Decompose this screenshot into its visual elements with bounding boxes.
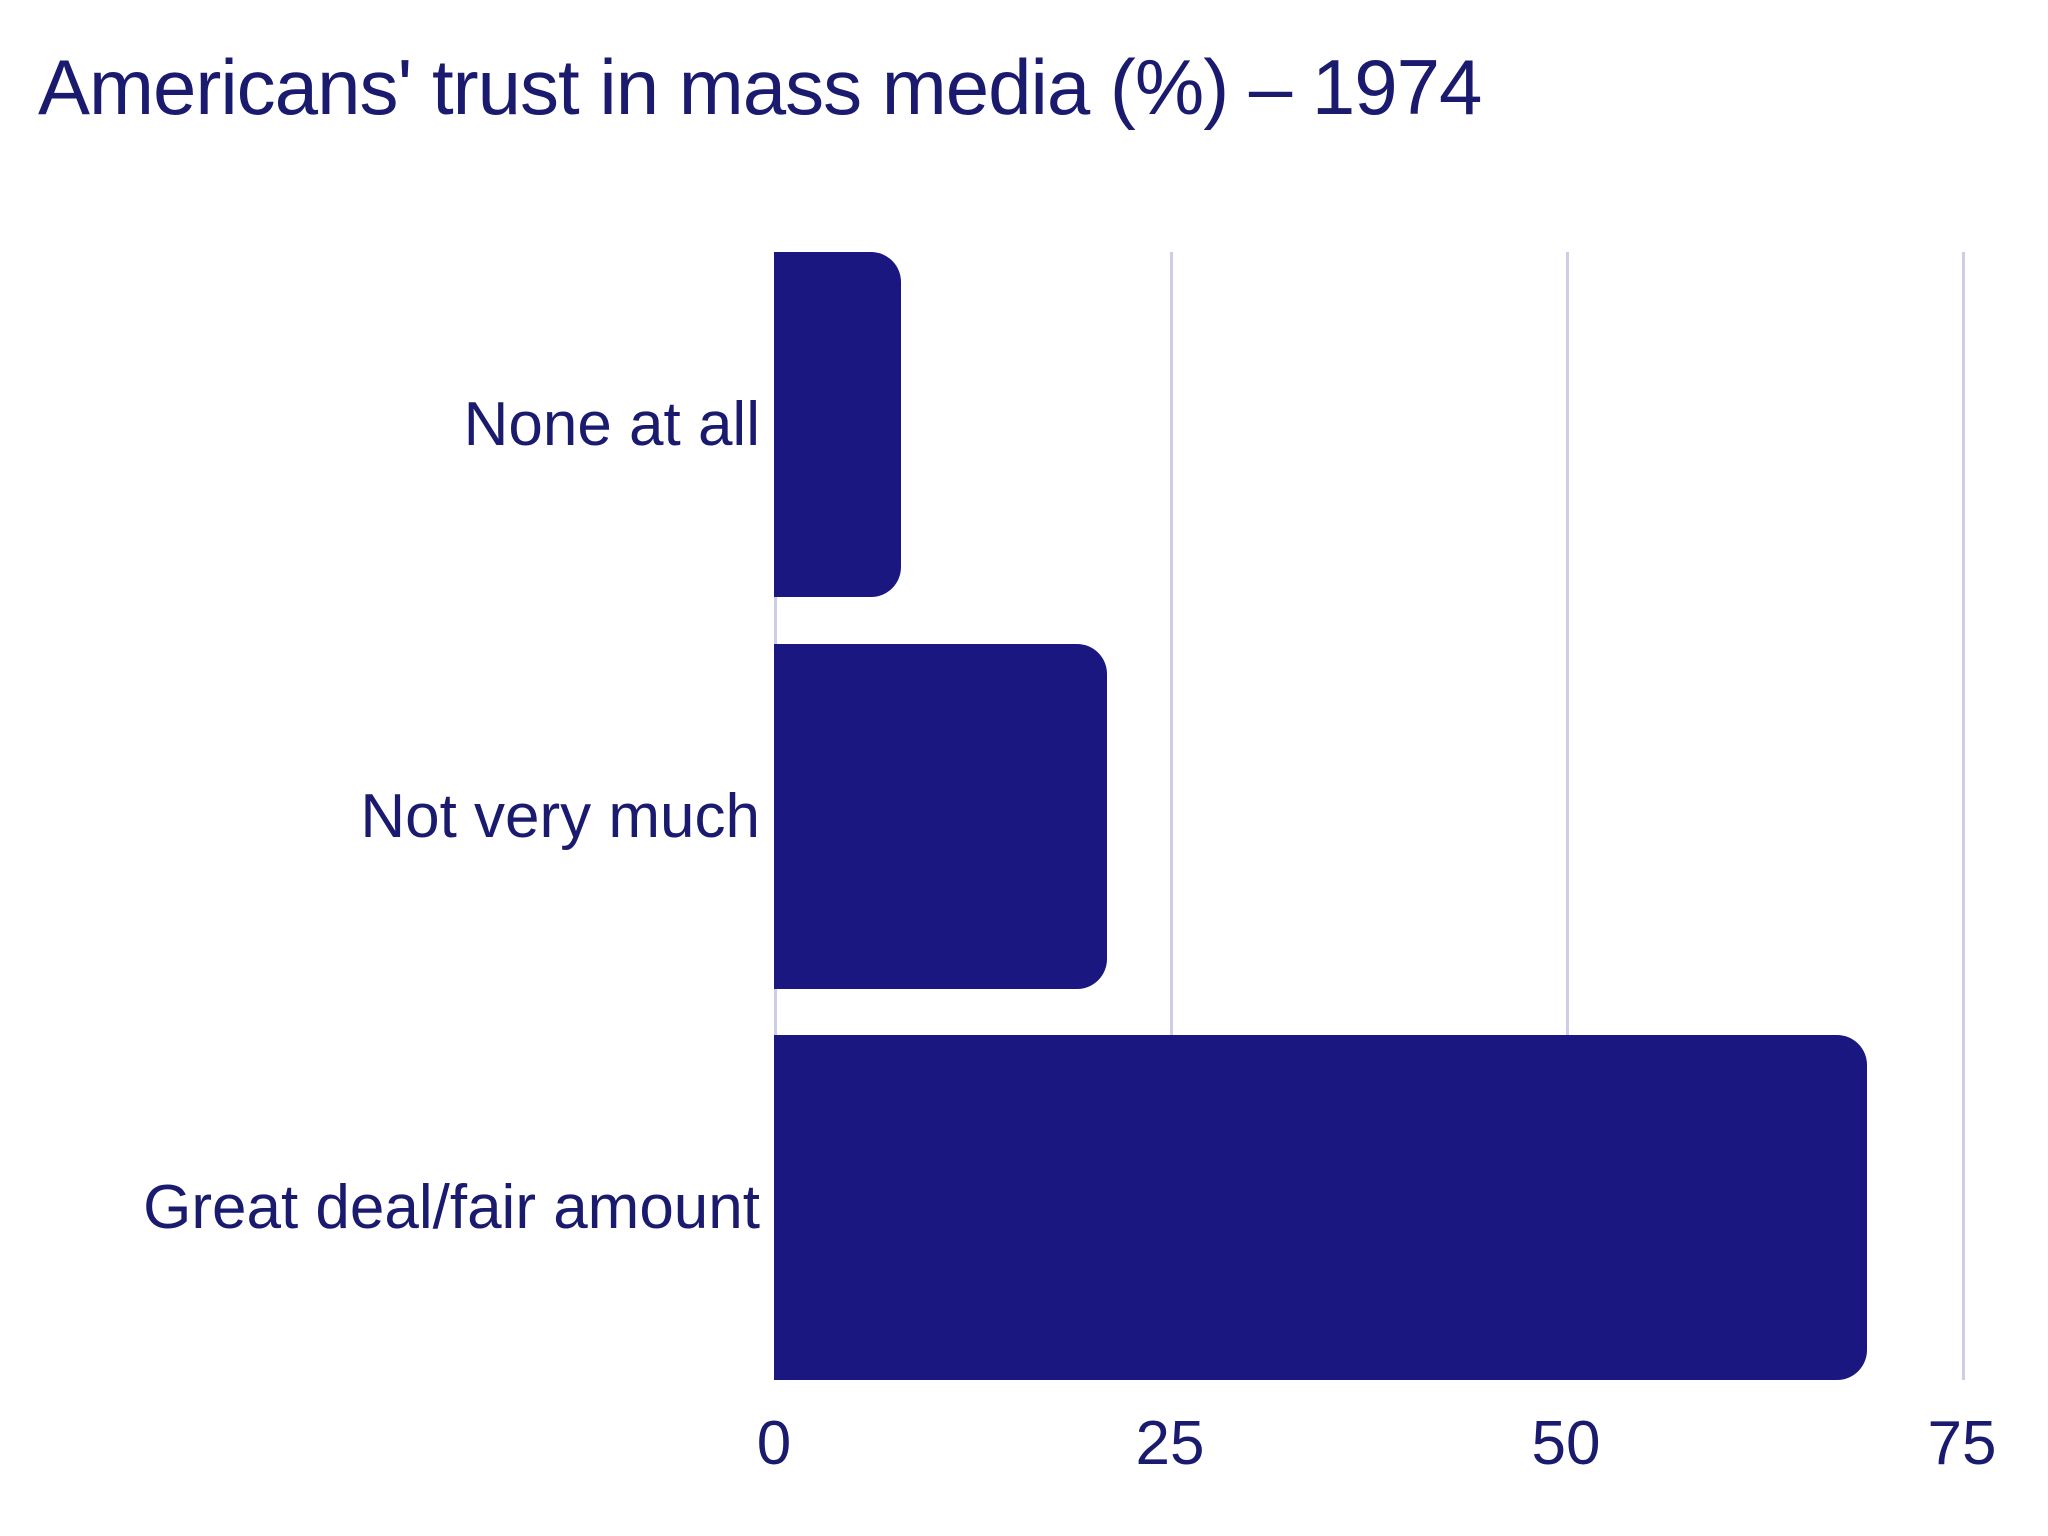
category-label-not-very-much: Not very much (360, 782, 760, 851)
x-tick-50: 50 (1531, 1409, 1601, 1478)
x-tick-25: 25 (1135, 1409, 1205, 1478)
x-tick-75: 75 (1927, 1409, 1997, 1478)
bar-none-at-all (774, 252, 901, 597)
chart-title: Americans' trust in mass media (%) – 197… (38, 43, 1482, 131)
bar-not-very-much (774, 644, 1107, 989)
category-label-great-deal-fair-amount: Great deal/fair amount (143, 1173, 760, 1242)
bar-great-deal-fair-amount (774, 1035, 1867, 1380)
category-label-none-at-all: None at all (463, 390, 760, 459)
x-tick-0: 0 (756, 1409, 792, 1478)
gridline-75 (1962, 252, 1965, 1380)
x-axis: 0 25 50 75 (0, 1408, 2048, 1488)
plot-area (774, 252, 2010, 1380)
gridline-50 (1566, 252, 1569, 1380)
gridline-25 (1170, 252, 1173, 1380)
